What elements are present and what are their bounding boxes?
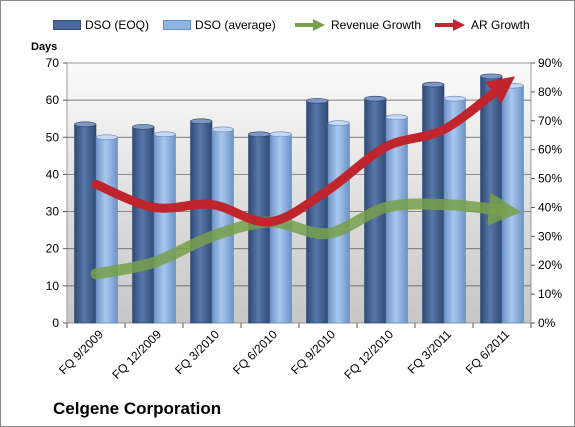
bar-top-dso-average	[269, 131, 292, 138]
y2-tick-label: 20%	[538, 258, 562, 272]
y2-tick-label: 10%	[538, 287, 562, 301]
y2-tick-label: 0%	[538, 316, 556, 330]
y2-tick-label: 70%	[538, 114, 562, 128]
bar-top-dso-eoq	[306, 98, 329, 104]
bar-top-dso-eoq	[190, 118, 213, 125]
legend-label-dso-average: DSO (average)	[195, 18, 276, 32]
x-tick-label: FQ 12/2010	[341, 327, 396, 382]
legend: DSO (EOQ) DSO (average) Revenue Growth A…	[1, 13, 574, 37]
bar-top-dso-average	[153, 131, 176, 138]
y-tick-label: 60	[46, 93, 60, 107]
legend-swatch-dso-average	[163, 20, 191, 30]
legend-swatch-dso-eoq	[53, 20, 81, 30]
chart-plot: 0 10 20 30 40 50 60 70 0% 10% 20% 30% 40% 50% 60% 70% 80…	[46, 56, 563, 382]
chart-title: Celgene Corporation	[53, 399, 222, 418]
x-tick-label: FQ 9/2009	[56, 327, 106, 377]
bar-top-dso-eoq	[480, 73, 503, 80]
bar-top-dso-eoq	[248, 131, 271, 138]
y-tick-label: 70	[46, 56, 60, 70]
bar-dso-eoq	[480, 76, 503, 324]
bar-top-dso-average	[211, 126, 234, 133]
x-tick-label: FQ 9/2010	[288, 327, 338, 377]
x-tick-label: FQ 12/2009	[109, 327, 164, 382]
bar-dso-average	[501, 85, 524, 324]
bar-top-dso-average	[443, 95, 466, 102]
legend-item-ar-growth: AR Growth	[433, 13, 530, 37]
legend-arrow-ar-growth	[435, 19, 465, 31]
y2-tick-label: 90%	[538, 56, 562, 70]
y2-tick-label: 60%	[538, 143, 562, 157]
legend-label-dso-eoq: DSO (EOQ)	[85, 18, 150, 32]
bar-top-dso-eoq	[74, 121, 97, 128]
legend-item-dso-average: DSO (average)	[163, 13, 276, 37]
y-tick-label: 40	[46, 167, 60, 181]
legend-label-ar-growth: AR Growth	[471, 18, 530, 32]
line-revenue-growth	[90, 192, 522, 280]
y-axis-title: Days	[31, 41, 58, 53]
bar-dso-average	[153, 134, 176, 324]
line-ar-growth	[91, 76, 515, 227]
y-tick-label: 0	[52, 316, 59, 330]
y-tick-label: 50	[46, 130, 60, 144]
y2-tick-label: 30%	[538, 229, 562, 243]
bar-top-dso-average	[385, 114, 408, 121]
x-tick-label: FQ 6/2011	[463, 327, 513, 377]
bar-dso-eoq	[74, 123, 97, 324]
bar-top-dso-average	[327, 120, 350, 126]
x-tick-label: FQ 6/2010	[230, 327, 280, 377]
y-tick-label: 30	[46, 205, 60, 219]
y2-tick-label: 50%	[538, 172, 562, 186]
y-tick-label: 20	[46, 242, 60, 256]
bar-dso-eoq	[190, 121, 213, 324]
bar-top-dso-eoq	[132, 124, 155, 130]
bar-dso-eoq	[132, 126, 155, 324]
bar-top-dso-average	[95, 134, 118, 141]
y2-tick-label: 40%	[538, 200, 562, 214]
x-tick-label: FQ 3/2011	[405, 327, 455, 377]
bar-top-dso-eoq	[364, 95, 387, 102]
legend-label-revenue-growth: Revenue Growth	[331, 18, 422, 32]
bar-top-dso-eoq	[422, 81, 445, 88]
legend-item-dso-eoq: DSO (EOQ)	[53, 13, 149, 37]
y-tick-label: 10	[46, 279, 60, 293]
bar-dso-average	[95, 136, 118, 324]
legend-arrow-revenue-growth	[295, 19, 325, 31]
x-tick-label: FQ 3/2010	[172, 327, 222, 377]
legend-item-revenue-growth: Revenue Growth	[293, 13, 421, 37]
bar-dso-eoq	[306, 100, 329, 324]
y2-tick-label: 80%	[538, 85, 562, 99]
